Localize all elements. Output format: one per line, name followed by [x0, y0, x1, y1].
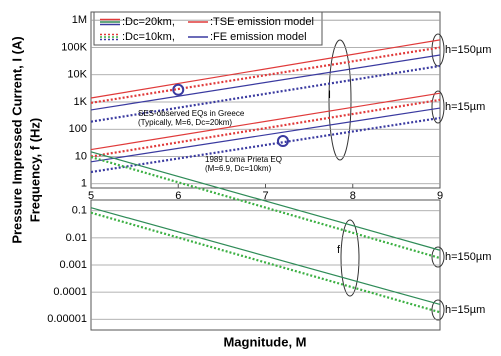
annotation: h=150µm	[445, 44, 491, 56]
y-tick-label: 0.1	[72, 205, 87, 217]
series-line	[90, 211, 441, 314]
series-line	[90, 64, 441, 123]
y-tick-label: 0.0001	[53, 286, 87, 298]
annotation: h=150µm	[445, 251, 491, 263]
x-tick-label: 5	[88, 190, 94, 202]
annotation: I	[328, 89, 331, 101]
series-line	[90, 39, 441, 99]
series-line	[90, 107, 441, 163]
event-marker	[172, 83, 185, 96]
group-ellipse	[431, 246, 445, 268]
y-tick-label: 100	[69, 123, 87, 135]
group-ellipse	[328, 39, 352, 161]
series-line	[90, 46, 441, 104]
y-axis-title: Frequency, f (Hz)	[27, 118, 42, 223]
y-tick-label: 0.00001	[47, 313, 87, 325]
series-line	[90, 98, 441, 158]
series-line	[90, 151, 441, 251]
series-line	[90, 155, 441, 260]
y-tick-label: 0.01	[66, 232, 87, 244]
annotation: h=15µm	[445, 304, 485, 316]
y-tick-label: 10K	[67, 69, 87, 81]
y-tick-label: 0.001	[59, 259, 87, 271]
y-tick-label: 1	[81, 178, 87, 190]
x-tick-label: 7	[262, 190, 268, 202]
annotation: h=15µm	[445, 101, 485, 113]
x-axis-title: Magnitude, M	[223, 334, 306, 349]
legend-box	[93, 11, 323, 46]
annotation: (M=6.9, Dc=10km)	[205, 164, 272, 173]
annotation: f	[337, 244, 341, 256]
group-ellipse	[431, 299, 445, 321]
legend-label: :FE emission model	[210, 31, 307, 43]
group-ellipse	[431, 90, 445, 124]
group-ellipse	[431, 33, 445, 67]
y-tick-label: 1M	[72, 14, 87, 26]
series-line	[90, 207, 441, 306]
y-tick-label: 10	[75, 150, 87, 162]
group-ellipse	[340, 219, 360, 297]
x-tick-label: 8	[350, 190, 356, 202]
x-tick-label: 6	[175, 190, 181, 202]
legend-label: :Dc=10km,	[122, 31, 175, 43]
y-axis-title: Pressure Impressed Current, I (A)	[9, 36, 24, 243]
series-line	[90, 92, 441, 151]
event-marker	[276, 135, 289, 148]
y-tick-label: 100K	[61, 41, 87, 53]
legend-label: :Dc=20km,	[122, 16, 175, 28]
annotation: SES-observed EQs in Greece	[138, 109, 245, 118]
series-line	[90, 54, 441, 111]
series-line	[90, 116, 441, 174]
x-tick-label: 9	[437, 190, 443, 202]
y-tick-label: 1K	[74, 96, 88, 108]
annotation: 1989 Loma Prieta EQ	[205, 155, 282, 164]
legend-label: :TSE emission model	[210, 16, 314, 28]
annotation: (Typically, M=6, Dc=20km)	[138, 118, 232, 127]
